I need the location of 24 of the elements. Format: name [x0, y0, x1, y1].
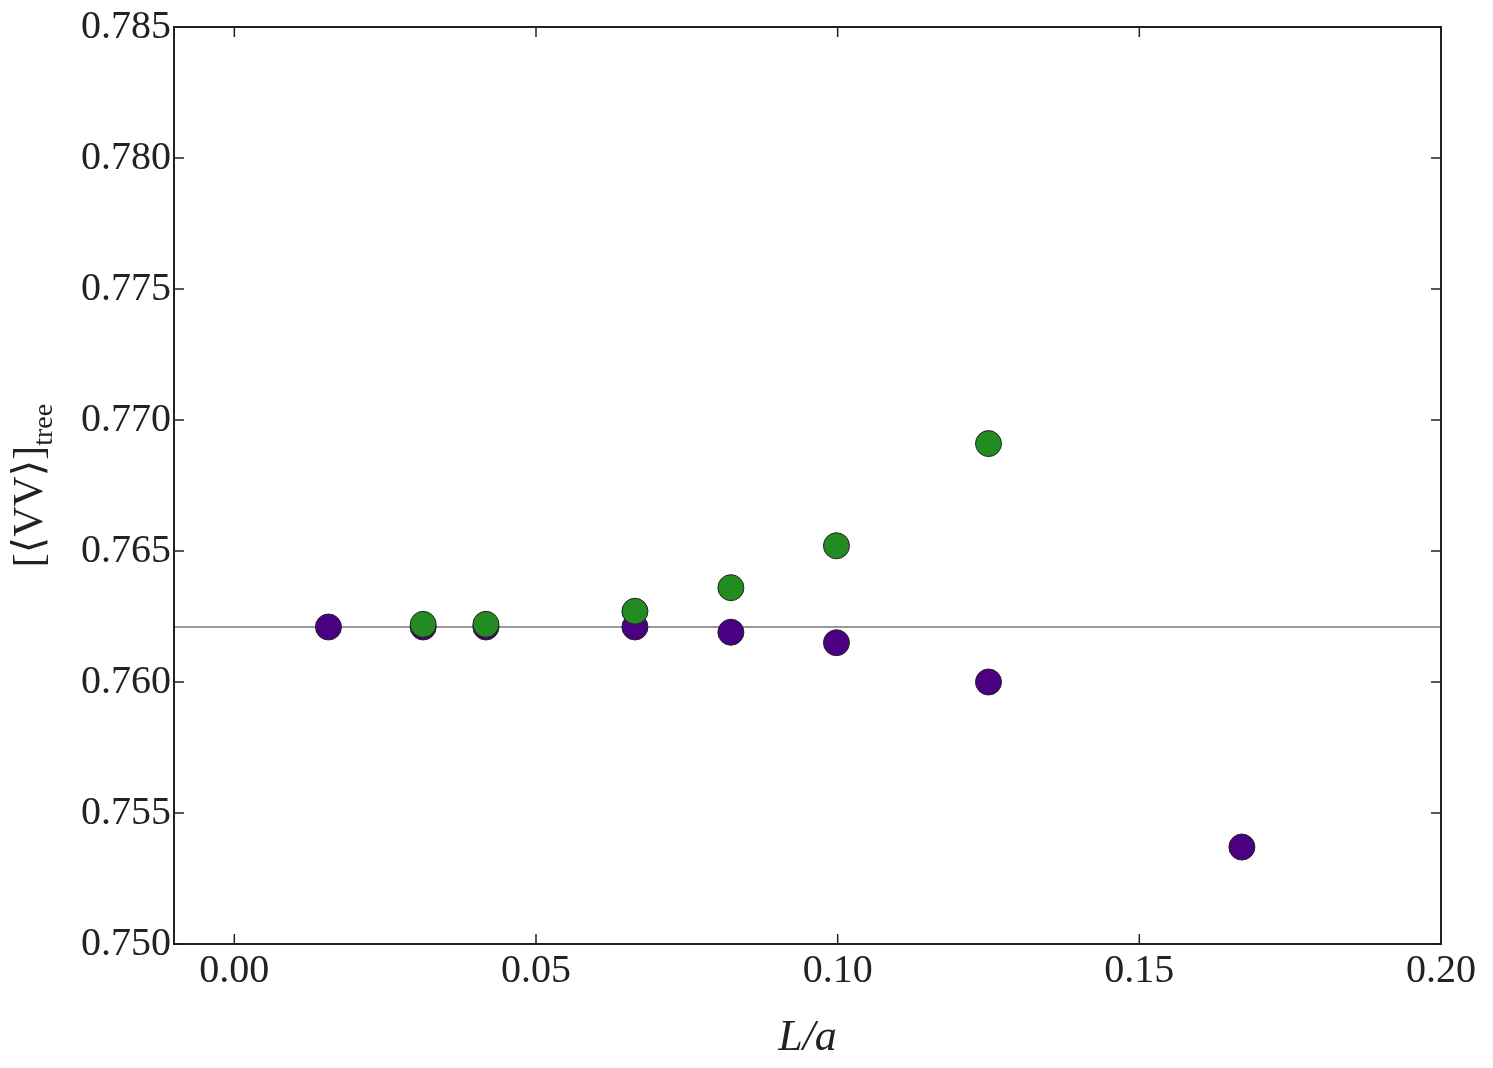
y-tick-label: 0.785 [81, 1, 171, 47]
y-tick-label: 0.760 [81, 656, 171, 702]
y-tick-label: 0.770 [81, 394, 171, 440]
x-tick-label: 0.15 [1104, 945, 1175, 991]
point [314, 613, 342, 641]
x-tick-label: 0.10 [802, 945, 873, 991]
point [822, 629, 850, 657]
y-tick-label: 0.750 [81, 918, 171, 964]
x-axis-title: L/a [777, 1011, 837, 1060]
y-tick-label: 0.765 [81, 525, 171, 571]
point [822, 532, 850, 560]
x-tick-label: 0.20 [1406, 945, 1476, 991]
y-tick-label: 0.780 [81, 132, 171, 178]
point [717, 574, 745, 602]
point [975, 668, 1002, 696]
point [621, 597, 649, 625]
point [1228, 833, 1256, 861]
point [717, 618, 745, 646]
y-tick-label: 0.775 [81, 263, 171, 309]
y-axis-title: [⟨VV⟩]tree [5, 403, 58, 568]
y-tick-label: 0.755 [81, 787, 171, 833]
x-tick-label: 0.05 [501, 945, 571, 991]
x-tick-label: 0.00 [199, 945, 270, 991]
point [975, 430, 1002, 458]
